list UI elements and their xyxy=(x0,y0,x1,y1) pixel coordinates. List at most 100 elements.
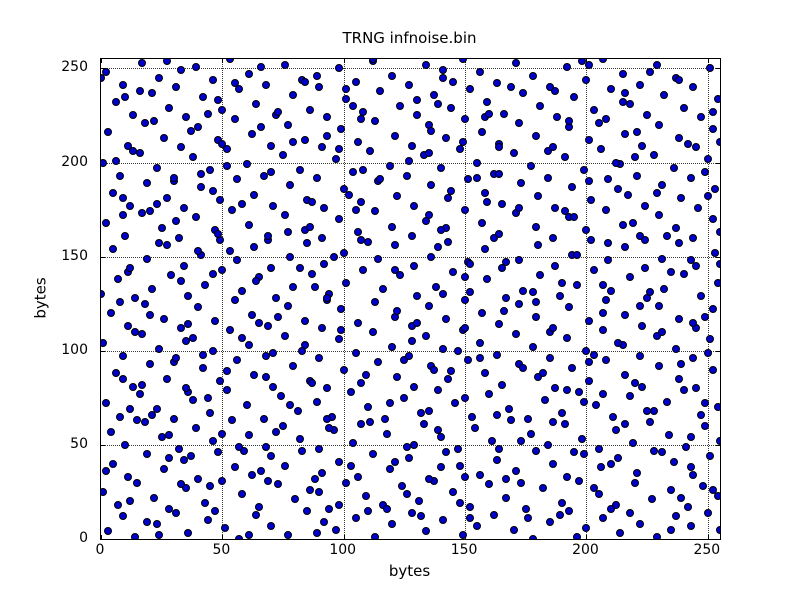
data-point xyxy=(412,318,421,327)
data-point xyxy=(582,523,591,532)
data-point xyxy=(179,455,188,464)
data-point xyxy=(410,201,419,210)
data-point xyxy=(145,359,154,368)
data-point xyxy=(407,231,416,240)
data-point xyxy=(546,354,555,363)
data-point xyxy=(172,508,181,517)
data-point xyxy=(563,333,572,342)
data-point xyxy=(463,356,472,365)
data-point xyxy=(322,414,331,423)
data-point xyxy=(395,271,404,280)
data-point xyxy=(247,471,256,479)
data-point xyxy=(118,211,127,220)
data-point xyxy=(701,312,710,321)
data-point xyxy=(669,164,678,173)
data-point xyxy=(662,231,671,240)
data-point xyxy=(548,459,557,468)
data-point xyxy=(640,201,649,210)
data-point xyxy=(412,96,421,105)
data-point xyxy=(572,280,581,289)
data-point xyxy=(575,388,584,397)
data-point xyxy=(196,169,205,178)
data-point xyxy=(686,433,695,442)
data-point xyxy=(533,241,542,250)
data-point xyxy=(638,382,647,391)
x-tick-mark xyxy=(222,59,224,63)
data-point xyxy=(283,228,292,237)
data-point xyxy=(264,322,273,331)
data-point xyxy=(475,471,484,479)
data-point xyxy=(623,190,632,199)
data-point xyxy=(194,247,203,255)
data-point xyxy=(614,454,623,463)
data-point xyxy=(177,277,186,286)
data-point xyxy=(279,422,288,431)
data-point xyxy=(519,363,528,372)
data-point xyxy=(230,295,239,304)
data-point xyxy=(339,184,348,193)
data-point xyxy=(631,152,640,161)
data-point xyxy=(337,124,346,133)
data-point xyxy=(249,190,258,199)
data-point xyxy=(364,506,373,515)
data-point xyxy=(269,348,278,357)
data-point xyxy=(657,448,666,457)
data-point xyxy=(701,167,710,176)
data-point xyxy=(580,397,589,406)
data-point xyxy=(439,66,448,75)
data-point xyxy=(101,467,110,476)
data-point xyxy=(410,262,419,271)
data-point xyxy=(461,393,470,402)
data-point xyxy=(560,152,569,161)
data-point xyxy=(143,518,152,527)
data-point xyxy=(281,461,290,470)
data-point xyxy=(313,397,322,406)
data-point xyxy=(150,117,159,126)
data-point xyxy=(393,307,402,316)
data-point xyxy=(652,60,661,69)
data-point xyxy=(322,113,331,122)
data-point xyxy=(541,395,550,404)
data-point xyxy=(388,71,397,80)
data-point xyxy=(621,243,630,252)
data-point xyxy=(599,59,608,63)
data-point xyxy=(657,327,666,336)
data-point xyxy=(196,183,205,191)
data-point xyxy=(708,215,717,223)
data-point xyxy=(424,149,433,158)
data-point xyxy=(655,211,664,220)
data-point xyxy=(313,529,322,538)
x-tick-label: 0 xyxy=(95,542,105,558)
data-point xyxy=(516,437,525,446)
data-point xyxy=(347,388,356,397)
data-point xyxy=(475,339,484,348)
data-point xyxy=(699,482,707,491)
data-point xyxy=(354,318,363,327)
data-point xyxy=(347,461,356,470)
data-point xyxy=(266,141,275,150)
y-tick-label: 0 xyxy=(79,530,88,546)
data-point xyxy=(458,137,467,146)
data-point xyxy=(616,529,625,538)
data-point xyxy=(143,450,152,459)
data-point xyxy=(504,405,513,414)
data-point xyxy=(147,88,156,97)
x-tick-mark xyxy=(343,59,345,63)
data-point xyxy=(589,350,598,359)
data-point xyxy=(686,173,695,182)
data-point xyxy=(368,450,377,459)
data-point xyxy=(390,457,399,466)
data-point xyxy=(502,474,511,483)
data-point xyxy=(121,231,130,240)
data-point xyxy=(677,493,686,502)
data-point xyxy=(497,263,506,272)
data-point xyxy=(400,393,409,402)
data-point xyxy=(351,205,360,214)
data-point xyxy=(570,213,579,222)
data-point xyxy=(601,205,610,214)
data-point xyxy=(604,175,613,184)
data-point xyxy=(242,160,251,169)
data-point xyxy=(465,503,474,511)
data-point xyxy=(308,198,317,207)
data-point xyxy=(410,382,419,391)
